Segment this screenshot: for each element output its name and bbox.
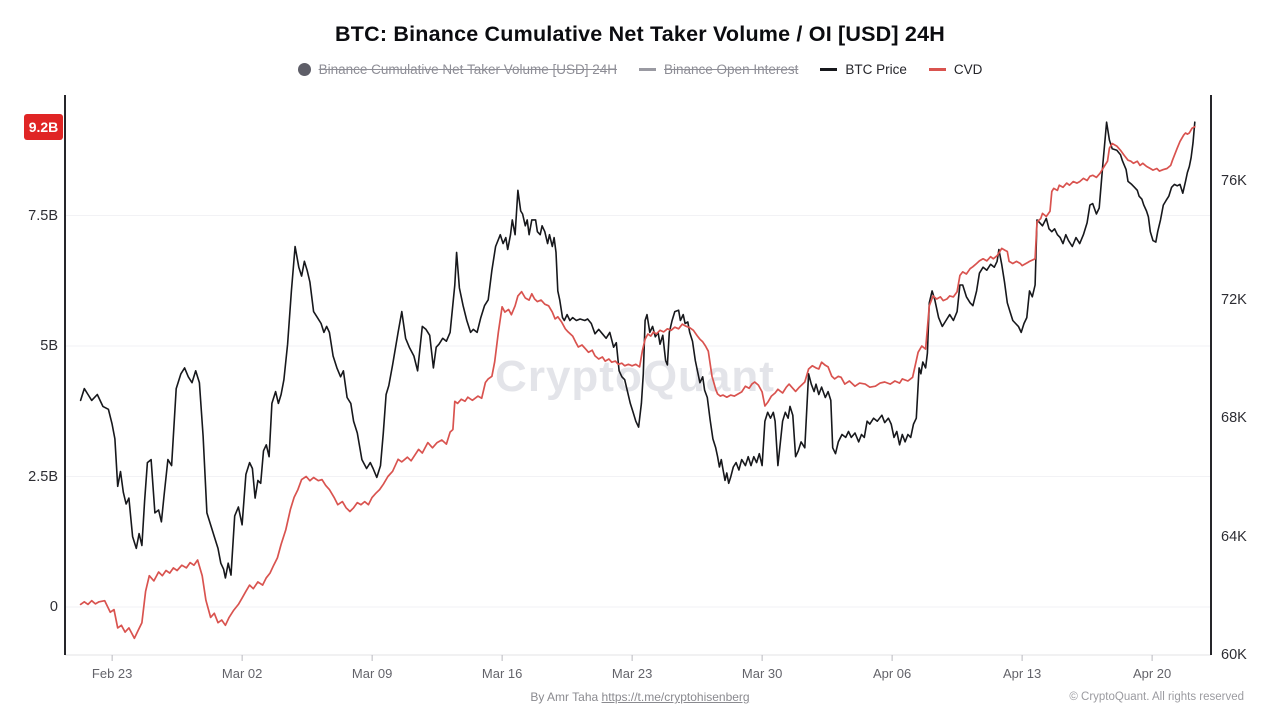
legend-item-cvd[interactable]: CVD [928,62,983,77]
page-title: BTC: Binance Cumulative Net Taker Volume… [335,22,945,46]
legend-line-marker-icon [820,68,838,71]
legend-item-label: Binance Cumulative Net Taker Volume [USD… [318,62,618,77]
cvd-last-value-badge: 9.2B [24,113,63,140]
legend-circle-marker-icon [297,63,311,76]
legend-item-binance-cumulative-net-taker-volume-usd-24h[interactable]: Binance Cumulative Net Taker Volume [USD… [297,62,618,77]
x-axis-tick-label: Mar 30 [741,666,783,681]
x-axis-tick-label: Mar 02 [221,666,263,681]
left-axis-tick-label: 0 [49,599,58,615]
series-line-btc-price [79,121,1196,579]
legend-item-label: Binance Open Interest [664,62,799,77]
x-axis-tick-label: Mar 16 [481,666,523,681]
legend-item-btc-price[interactable]: BTC Price [820,62,907,77]
x-axis-tick-label: Apr 13 [1002,666,1042,681]
x-axis-tick-label: Mar 09 [351,666,393,681]
right-axis-tick-label: 76K [1221,173,1247,190]
footer-byline: By Amr Taha https://t.me/cryptohisenberg [0,690,1280,704]
right-axis-tick-label: 68K [1221,410,1247,427]
x-axis-tick-label: Apr 20 [1132,666,1172,681]
copyright-notice: © CryptoQuant. All rights reserved [1069,691,1244,703]
left-axis-tick-label: 7.5B [28,207,58,224]
byline-text: By Amr Taha [530,690,602,704]
cryptoquant-watermark: CryptoQuant [495,352,775,401]
telegram-link[interactable]: https://t.me/cryptohisenberg [601,690,750,704]
x-axis-tick-label: Mar 23 [611,666,653,681]
x-axis-tick-label: Apr 06 [872,666,912,681]
legend-item-binance-open-interest[interactable]: Binance Open Interest [639,62,798,77]
left-axis-tick-label: 2.5B [28,468,58,485]
right-axis-tick-label: 60K [1221,647,1247,663]
legend-item-label: BTC Price [845,62,907,77]
chart-legend: Binance Cumulative Net Taker Volume [USD… [0,62,1280,77]
series-line-cvd [79,125,1196,640]
legend-line-marker-icon [928,68,946,71]
right-axis-tick-label: 64K [1221,528,1247,545]
legend-item-label: CVD [953,62,983,77]
x-axis-tick-label: Feb 23 [91,666,133,681]
legend-line-marker-icon [639,68,657,71]
right-axis-tick-label: 72K [1221,291,1247,308]
left-axis-tick-label: 5B [40,338,58,354]
